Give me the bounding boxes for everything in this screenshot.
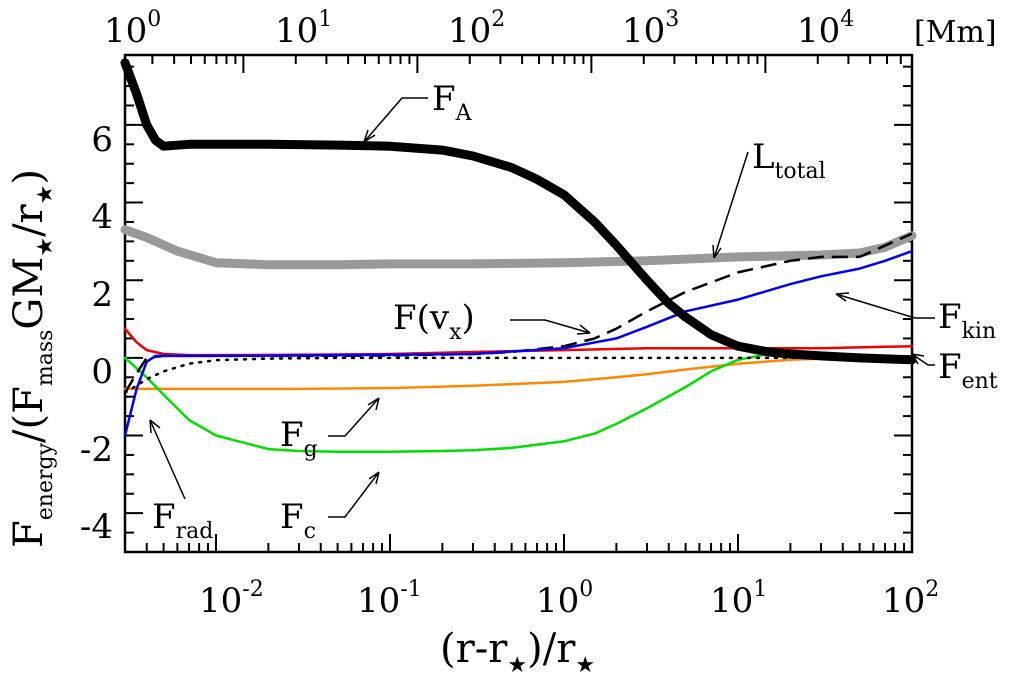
top-tick-labels: 100 101 102 103 104 [Mm] (104, 7, 997, 51)
top-tick-label-1: 101 (275, 7, 332, 51)
tick-marks (124, 55, 913, 553)
x-axis-title: (r-r★)/r★ (440, 626, 595, 675)
label-frad: Frad (152, 497, 213, 544)
series-f-c (123, 350, 914, 454)
label-fent: Fent (938, 347, 998, 394)
y-axis-title: Fenergy/(FmassGM★/r★) (6, 169, 58, 548)
arrow-ltotal (712, 151, 749, 259)
series-layer (120, 58, 917, 454)
annotation-labels: FA Ltotal F(vx) Fkin Fent Fg Frad Fc (152, 79, 998, 544)
y-tick-label-2: 2 (91, 275, 113, 315)
top-tick-label-3: 103 (622, 7, 679, 51)
y-tick-label-4: 4 (91, 197, 113, 237)
label-fvx: F(vx) (393, 298, 475, 345)
series-f-a (120, 58, 917, 365)
top-tick-label-4: 104 (797, 7, 854, 51)
top-tick-label-2: 102 (448, 7, 505, 51)
x-tick-label-0: 10-2 (199, 577, 264, 621)
x-tick-label-1: 10-1 (357, 577, 422, 621)
x-tick-label-4: 102 (882, 577, 939, 621)
top-tick-label-0: 100 (104, 7, 161, 51)
label-fg: Fg (280, 415, 318, 462)
arrow-fa (363, 97, 428, 143)
label-ltotal: Ltotal (752, 137, 826, 184)
top-axis-unit: [Mm] (914, 15, 997, 50)
x-tick-label-3: 101 (710, 577, 767, 621)
arrow-fent (911, 353, 935, 366)
label-fc: Fc (280, 497, 316, 544)
y-tick-label-neg2: -2 (80, 430, 113, 470)
series-l-total (120, 225, 917, 270)
y-tick-label-6: 6 (91, 120, 113, 160)
arrow-fc (328, 471, 380, 518)
label-fa: FA (432, 79, 473, 126)
series-f-kin (123, 249, 914, 437)
series-f-g (123, 356, 914, 391)
y-tick-labels: -4 -2 0 2 4 6 (80, 120, 113, 547)
arrow-fvx (510, 319, 591, 335)
plot-frame (123, 53, 914, 554)
arrow-fg (328, 397, 380, 437)
label-fkin: Fkin (938, 297, 996, 344)
series-f-rad (123, 356, 914, 395)
arrow-frad (149, 419, 186, 500)
annotation-arrows (149, 97, 935, 518)
arrow-fkin (835, 292, 935, 319)
y-tick-label-neg4: -4 (80, 507, 113, 547)
y-tick-label-0: 0 (91, 352, 113, 392)
x-tick-label-2: 100 (536, 577, 593, 621)
x-tick-labels: 10-2 10-1 100 101 102 (199, 577, 939, 621)
